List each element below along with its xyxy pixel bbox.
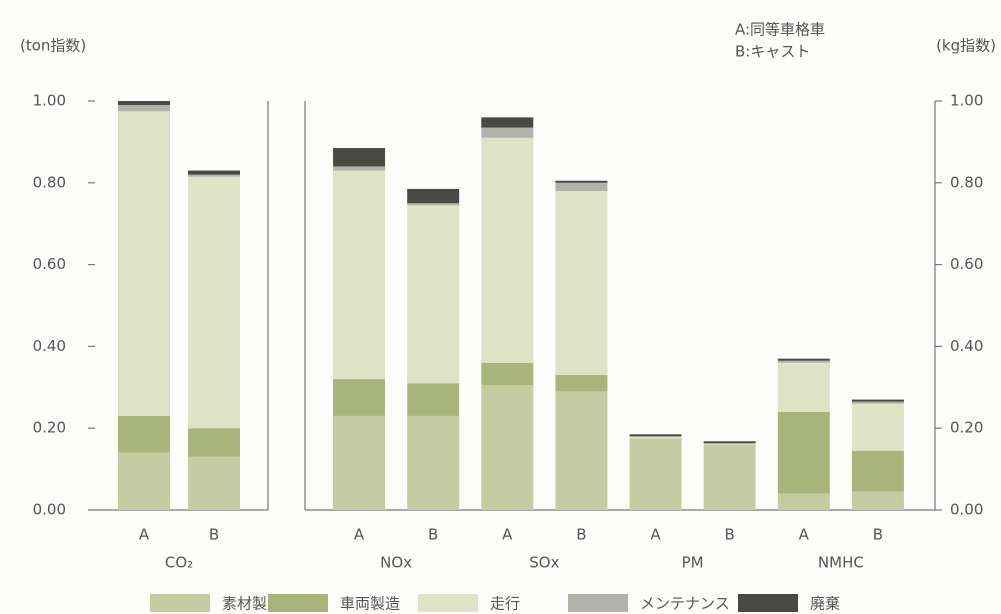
y-tick-label: 0.60 — [33, 255, 66, 273]
bar-segment — [703, 444, 756, 510]
y-tick-label: 0.20 — [950, 419, 983, 437]
bar-segment — [333, 415, 386, 510]
x-tick-label: A — [502, 526, 513, 544]
bar-segment — [481, 137, 534, 363]
y-tick-label: 1.00 — [950, 92, 983, 110]
bar-segment — [555, 182, 608, 191]
bar-segment — [118, 105, 170, 112]
bar-segment — [851, 450, 904, 492]
bar-segment — [188, 428, 240, 457]
legend-label: 車両製造 — [340, 595, 400, 613]
bar-segment — [851, 403, 904, 451]
bar-segment — [481, 362, 534, 386]
legend-swatch — [418, 594, 478, 612]
y-tick-label: 0.40 — [33, 337, 66, 355]
group-label: NOx — [380, 554, 412, 572]
bar-segment — [777, 411, 830, 494]
bar-segment — [555, 180, 608, 183]
legend-label: 廃棄 — [810, 595, 840, 613]
bar-segment — [555, 375, 608, 392]
y-tick-label: 1.00 — [33, 92, 66, 110]
x-tick-label: A — [650, 526, 661, 544]
bar-segment — [118, 111, 170, 416]
bar-segment — [629, 438, 682, 510]
group-label: NMHC — [818, 554, 864, 572]
legend-label: メンテナンス — [640, 595, 730, 613]
y-axis-label: (ton指数) — [20, 37, 86, 55]
x-tick-label: A — [139, 526, 150, 544]
legend-swatch — [738, 594, 798, 612]
bar-segment — [188, 170, 240, 175]
group-label: SOx — [529, 554, 559, 572]
bar-segment — [333, 170, 386, 380]
x-tick-label: A — [354, 526, 365, 544]
bar-segment — [188, 174, 240, 177]
bar-segment — [777, 362, 830, 412]
bar-segment — [851, 491, 904, 510]
bar-segment — [555, 391, 608, 510]
bar-segment — [407, 383, 460, 416]
bar-segment — [407, 203, 460, 206]
bar-segment — [777, 358, 830, 361]
bar-segment — [118, 452, 170, 510]
x-tick-label: B — [209, 526, 219, 544]
bar-segment — [851, 399, 904, 402]
bar-segment — [118, 415, 170, 453]
bar-segment — [703, 443, 756, 445]
bar-segment — [851, 401, 904, 404]
y-tick-label: 0.60 — [950, 255, 983, 273]
bar-segment — [777, 493, 830, 510]
legend-swatch — [568, 594, 628, 612]
annotation: A:同等車格車 — [735, 21, 825, 39]
bar-segment — [481, 385, 534, 510]
bar-segment — [188, 176, 240, 429]
y-tick-label: 0.00 — [33, 501, 66, 519]
bar-segment — [118, 101, 170, 106]
bar-segment — [481, 127, 534, 138]
x-tick-label: B — [428, 526, 438, 544]
bar-segment — [333, 166, 386, 171]
bar-segment — [629, 436, 682, 439]
x-tick-label: B — [873, 526, 883, 544]
legend-swatch — [268, 594, 328, 612]
group-label: PM — [682, 554, 704, 572]
y-tick-label: 0.80 — [950, 173, 983, 191]
bar-segment — [407, 205, 460, 384]
legend-label: 素材製造 — [222, 595, 282, 613]
bar-segment — [629, 434, 682, 437]
y-tick-label: 0.00 — [950, 501, 983, 519]
bar-segment — [481, 117, 534, 128]
x-tick-label: B — [576, 526, 586, 544]
bar-segment — [188, 456, 240, 510]
annotation: B:キャスト — [735, 43, 810, 61]
bar-segment — [703, 441, 756, 444]
legend-swatch — [150, 594, 210, 612]
bar-segment — [333, 379, 386, 416]
bar-segment — [777, 360, 830, 363]
legend-label: 走行 — [490, 595, 520, 613]
y-tick-label: 0.40 — [950, 337, 983, 355]
y-axis-label: (kg指数) — [936, 37, 996, 55]
bar-segment — [407, 188, 460, 204]
bar-segment — [555, 190, 608, 376]
bar-segment — [407, 415, 460, 510]
x-tick-label: A — [799, 526, 810, 544]
group-label: CO₂ — [165, 554, 193, 572]
bar-segment — [333, 148, 386, 167]
y-tick-label: 0.20 — [33, 419, 66, 437]
y-tick-label: 0.80 — [33, 173, 66, 191]
x-tick-label: B — [725, 526, 735, 544]
